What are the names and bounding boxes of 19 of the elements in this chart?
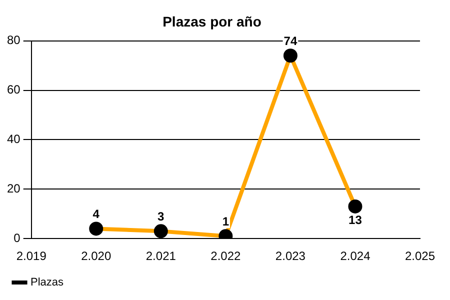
y-tick-label: 80 [6, 33, 21, 48]
x-tick-label: 2.025 [404, 249, 436, 264]
y-tick-label: 0 [14, 230, 21, 245]
data-label: 3 [158, 209, 165, 224]
data-label: 1 [222, 214, 230, 228]
y-tick-label: 60 [6, 82, 21, 97]
y-tick-label: 40 [6, 132, 21, 146]
y-tick-label: 20 [6, 181, 21, 196]
chart-title: Plazas por año [162, 13, 262, 30]
x-tick-label: 2.019 [16, 249, 47, 264]
data-label: 74 [284, 34, 298, 48]
x-tick-label: 2.023 [275, 249, 306, 264]
x-tick-label: 2.022 [210, 249, 242, 264]
data-label: 4 [92, 207, 100, 222]
x-tick-label: 2.021 [146, 249, 176, 264]
x-tick-label: 2.020 [81, 249, 112, 264]
legend-label: Plazas [30, 276, 64, 289]
x-tick-label: 2.024 [340, 249, 371, 264]
data-label: 13 [348, 212, 362, 227]
